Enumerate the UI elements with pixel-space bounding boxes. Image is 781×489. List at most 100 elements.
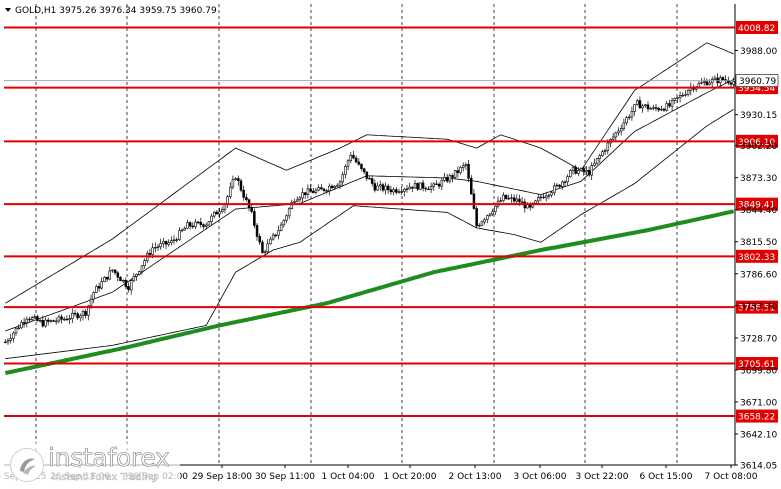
price-level-label-bg: [736, 409, 778, 423]
candle-body: [459, 167, 462, 173]
candle-body: [499, 200, 502, 202]
candle-body: [571, 166, 575, 171]
candle-body: [654, 107, 658, 109]
candle-body: [515, 198, 518, 202]
candle-body: [577, 170, 580, 174]
candle-body: [646, 104, 650, 110]
candle-body: [397, 191, 401, 193]
candle-body: [475, 208, 478, 227]
candle-body: [483, 219, 486, 223]
candle-body: [611, 136, 615, 140]
candle-body: [352, 154, 355, 159]
candle-body: [346, 160, 350, 167]
moving-average-line: [4, 209, 735, 376]
price-tick-label: 3873.30: [740, 174, 777, 184]
candle-body: [172, 239, 176, 241]
price-levels: 4008.82 3954.54 3906.10 3849.41 3802.33 3756.…: [4, 20, 778, 423]
price-level-label-bg: [736, 249, 778, 263]
candle-body: [494, 205, 497, 212]
candle-body: [25, 318, 28, 324]
candle-body: [229, 186, 232, 198]
candle-body: [46, 319, 50, 322]
candle-body: [534, 200, 537, 204]
candle-body: [199, 221, 203, 225]
candle-body: [287, 208, 291, 217]
candle-body: [156, 246, 160, 248]
candle-body: [132, 275, 136, 281]
candle-body: [255, 225, 259, 237]
candle-body: [657, 108, 660, 111]
candle-body: [95, 286, 98, 293]
candle-body: [54, 320, 58, 323]
candle-body: [188, 222, 192, 227]
candle-body: [550, 192, 553, 196]
candle-body: [579, 168, 583, 171]
candle-body: [582, 168, 585, 173]
candle-body: [57, 316, 61, 322]
time-tick-label: 1 Oct 20:00: [384, 472, 437, 482]
candle-body: [421, 182, 425, 189]
candle-body: [282, 220, 286, 226]
candle-body: [662, 108, 666, 111]
candle-body: [87, 305, 90, 316]
candle-body: [285, 215, 288, 221]
candle-body: [12, 332, 15, 339]
candle-body: [502, 194, 505, 201]
current-price-label-bg: [735, 74, 779, 88]
candle-body: [237, 178, 240, 182]
candle-body: [111, 269, 114, 272]
candle-body: [22, 322, 26, 324]
candle-body: [295, 199, 299, 202]
candle-body: [678, 95, 682, 99]
candle-body: [84, 311, 87, 316]
candle-body: [105, 276, 109, 280]
price-level-label: 4008.82: [738, 24, 775, 34]
candle-body: [30, 317, 34, 321]
candle-body: [713, 77, 717, 80]
candle-body: [20, 322, 23, 329]
candle-body: [17, 327, 20, 329]
candle-body: [328, 185, 331, 191]
candle-body: [360, 163, 363, 169]
candle-body: [461, 165, 465, 168]
price-level-label-bg: [736, 357, 778, 371]
price-tick-label: 3930.15: [740, 111, 777, 121]
candle-body: [469, 178, 473, 195]
candle-body: [705, 81, 709, 86]
candle-body: [14, 327, 18, 334]
time-tick-label: 3 Oct 06:00: [514, 472, 567, 482]
candle-body: [196, 221, 200, 224]
candle-body: [52, 320, 55, 322]
candles: [4, 73, 735, 345]
candle-body: [119, 276, 122, 281]
candle-body: [644, 104, 647, 107]
candle-body: [336, 184, 339, 187]
candle-body: [445, 177, 449, 182]
candle-body: [464, 164, 468, 166]
candle-body: [630, 111, 634, 118]
candle-body: [71, 312, 74, 320]
candle-body: [349, 154, 352, 161]
candle-body: [686, 90, 690, 95]
candle-body: [159, 243, 162, 248]
collapse-triangle-icon[interactable]: [5, 8, 11, 12]
candle-body: [234, 178, 237, 181]
time-tick-label: 3 Oct 22:00: [576, 472, 629, 482]
candle-body: [486, 215, 489, 220]
price-tick-label: 3786.60: [740, 270, 777, 280]
price-level-label: 3658.22: [738, 413, 775, 423]
candle-body: [180, 229, 184, 232]
candle-body: [130, 280, 133, 291]
candle-body: [362, 168, 366, 173]
candle-body: [138, 271, 141, 275]
candle-body: [269, 238, 272, 245]
candle-body: [143, 260, 146, 267]
candle-body: [170, 240, 173, 244]
candle-body: [306, 188, 310, 196]
candle-body: [593, 162, 596, 166]
candle-body: [164, 241, 168, 245]
candle-body: [510, 197, 513, 199]
candle-body: [62, 318, 66, 321]
candle-body: [724, 79, 727, 81]
price-tick-label: 3671.00: [740, 398, 777, 408]
